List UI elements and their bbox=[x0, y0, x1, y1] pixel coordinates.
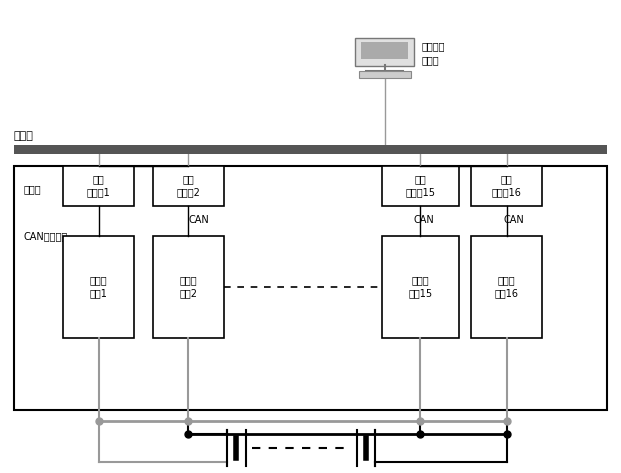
FancyBboxPatch shape bbox=[471, 236, 542, 338]
FancyBboxPatch shape bbox=[381, 166, 459, 206]
Text: 充放电
组件16: 充放电 组件16 bbox=[495, 275, 519, 298]
FancyBboxPatch shape bbox=[153, 166, 224, 206]
FancyBboxPatch shape bbox=[361, 42, 408, 59]
Text: CAN: CAN bbox=[188, 215, 209, 225]
Text: CAN总线网络: CAN总线网络 bbox=[23, 231, 67, 242]
Text: 充放电
组件2: 充放电 组件2 bbox=[179, 275, 197, 298]
FancyBboxPatch shape bbox=[381, 236, 459, 338]
Text: 工艺
控制器16: 工艺 控制器16 bbox=[492, 175, 522, 198]
Text: 工艺
控制器15: 工艺 控制器15 bbox=[406, 175, 435, 198]
Text: 充放电
组件15: 充放电 组件15 bbox=[408, 275, 432, 298]
FancyBboxPatch shape bbox=[63, 166, 134, 206]
Text: 工艺
控制器1: 工艺 控制器1 bbox=[87, 175, 111, 198]
Text: 以太网: 以太网 bbox=[14, 131, 34, 141]
FancyBboxPatch shape bbox=[14, 166, 607, 411]
Text: 充放电
组件1: 充放电 组件1 bbox=[90, 275, 107, 298]
Text: 远程监控
计算机: 远程监控 计算机 bbox=[422, 41, 445, 65]
Text: CAN: CAN bbox=[504, 215, 524, 225]
Text: CAN: CAN bbox=[414, 215, 435, 225]
FancyBboxPatch shape bbox=[14, 145, 607, 154]
FancyBboxPatch shape bbox=[153, 236, 224, 338]
FancyBboxPatch shape bbox=[359, 70, 410, 78]
FancyBboxPatch shape bbox=[355, 37, 414, 66]
Text: 测试柜: 测试柜 bbox=[23, 184, 40, 194]
FancyBboxPatch shape bbox=[63, 236, 134, 338]
Text: 工艺
控制器2: 工艺 控制器2 bbox=[176, 175, 201, 198]
FancyBboxPatch shape bbox=[471, 166, 542, 206]
